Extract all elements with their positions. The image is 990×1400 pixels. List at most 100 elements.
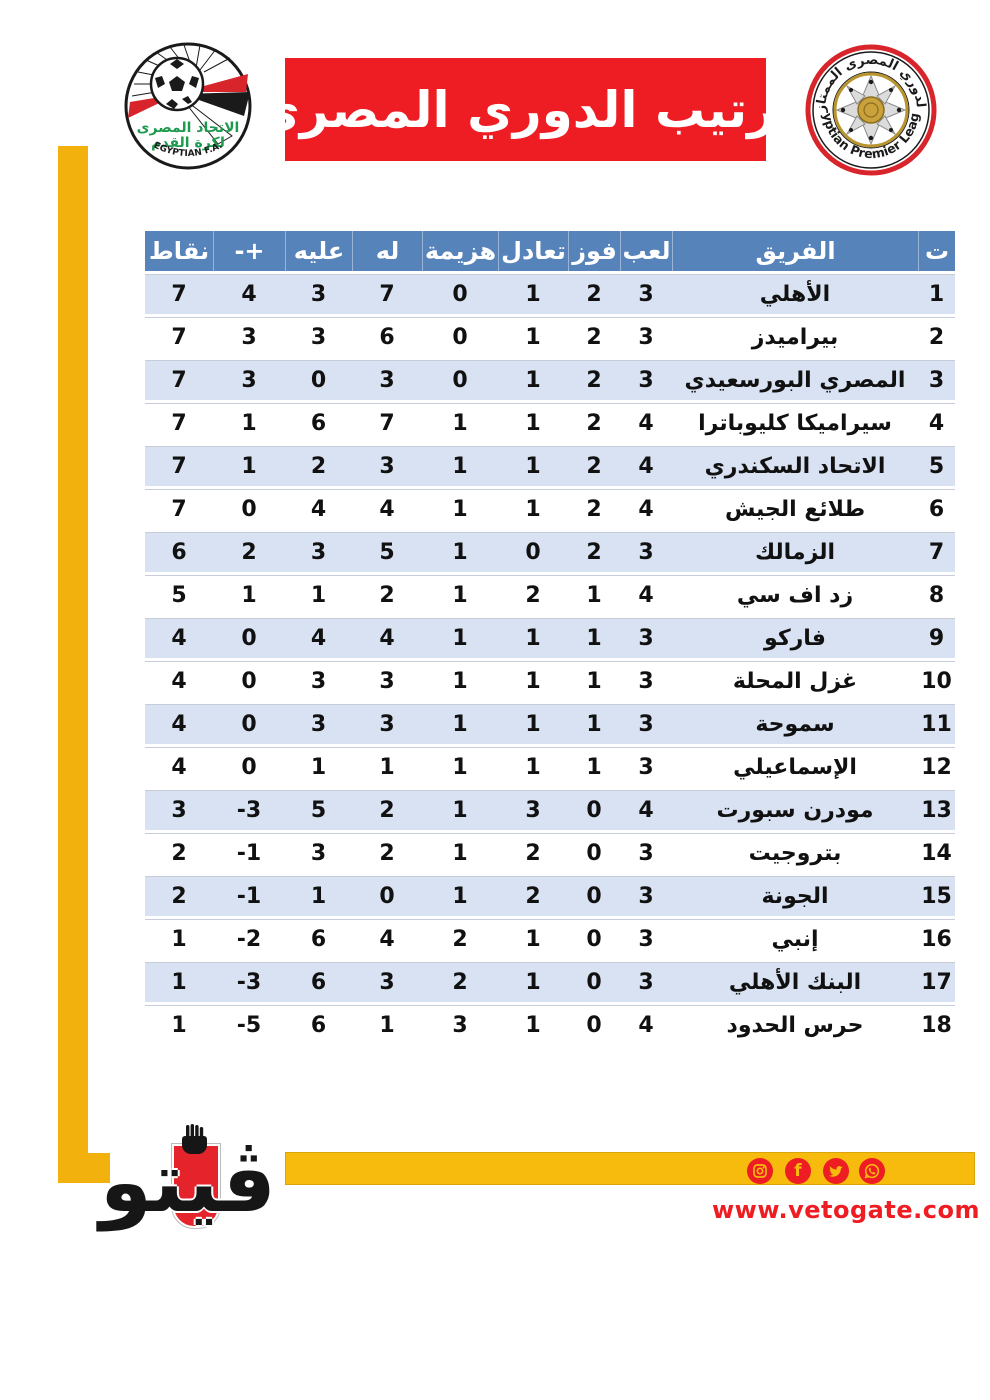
cell-points: 5 bbox=[145, 575, 213, 615]
whatsapp-icon[interactable] bbox=[859, 1158, 885, 1184]
table-row: 13 مودرن سبورت 4 0 3 1 2 5 -3 3 bbox=[145, 790, 955, 830]
cell-rank: 6 bbox=[918, 489, 955, 529]
twitter-icon[interactable] bbox=[823, 1158, 849, 1184]
website-link[interactable]: www.vetogate.com bbox=[712, 1196, 980, 1224]
table-row: 6 طلائع الجيش 4 2 1 1 4 4 0 7 bbox=[145, 489, 955, 529]
cell-lost: 1 bbox=[422, 618, 498, 658]
cell-rank: 7 bbox=[918, 532, 955, 572]
cell-lost: 2 bbox=[422, 919, 498, 959]
cell-draw: 1 bbox=[498, 747, 568, 787]
cell-goal-diff: 1 bbox=[213, 403, 285, 443]
cell-rank: 18 bbox=[918, 1005, 955, 1045]
cell-team: الجونة bbox=[672, 876, 918, 916]
cell-goals-against: 1 bbox=[285, 747, 352, 787]
cell-goals-against: 3 bbox=[285, 704, 352, 744]
cell-goal-diff: 1 bbox=[213, 575, 285, 615]
cell-goals-against: 2 bbox=[285, 446, 352, 486]
cell-played: 4 bbox=[620, 446, 672, 486]
cell-team: الزمالك bbox=[672, 532, 918, 572]
cell-played: 3 bbox=[620, 876, 672, 916]
cell-lost: 0 bbox=[422, 274, 498, 314]
cell-goals-against: 3 bbox=[285, 532, 352, 572]
cell-played: 3 bbox=[620, 317, 672, 357]
cell-goals-for: 2 bbox=[352, 790, 422, 830]
cell-points: 7 bbox=[145, 446, 213, 486]
cell-draw: 1 bbox=[498, 317, 568, 357]
col-team: الفريق bbox=[672, 231, 918, 271]
cell-goals-for: 3 bbox=[352, 446, 422, 486]
cell-played: 3 bbox=[620, 618, 672, 658]
cell-rank: 12 bbox=[918, 747, 955, 787]
cell-goals-against: 1 bbox=[285, 575, 352, 615]
cell-goal-diff: 0 bbox=[213, 661, 285, 701]
table-row: 4 سيراميكا كليوباترا 4 2 1 1 7 6 1 7 bbox=[145, 403, 955, 443]
cell-draw: 1 bbox=[498, 704, 568, 744]
col-points: نقاط bbox=[145, 231, 213, 271]
hand-icon bbox=[182, 1124, 207, 1154]
cell-played: 3 bbox=[620, 833, 672, 873]
col-draw: تعادل bbox=[498, 231, 568, 271]
table-header-row: ت الفريق لعب فوز تعادل هزيمة له عليه +- … bbox=[145, 231, 955, 271]
cell-goal-diff: -3 bbox=[213, 962, 285, 1002]
cell-points: 2 bbox=[145, 876, 213, 916]
cell-goals-for: 1 bbox=[352, 1005, 422, 1045]
cell-goals-for: 2 bbox=[352, 575, 422, 615]
cell-draw: 1 bbox=[498, 919, 568, 959]
cell-draw: 1 bbox=[498, 360, 568, 400]
cell-goals-against: 6 bbox=[285, 919, 352, 959]
cell-lost: 1 bbox=[422, 446, 498, 486]
col-goal-diff: +- bbox=[213, 231, 285, 271]
cell-goal-diff: -1 bbox=[213, 876, 285, 916]
cell-lost: 1 bbox=[422, 704, 498, 744]
table-row: 17 البنك الأهلي 3 0 1 2 3 6 -3 1 bbox=[145, 962, 955, 1002]
cell-draw: 1 bbox=[498, 661, 568, 701]
yellow-bar-foot bbox=[58, 1153, 110, 1183]
cell-goals-for: 3 bbox=[352, 962, 422, 1002]
cell-played: 4 bbox=[620, 790, 672, 830]
cell-goals-for: 4 bbox=[352, 618, 422, 658]
cell-draw: 1 bbox=[498, 403, 568, 443]
cell-rank: 11 bbox=[918, 704, 955, 744]
cell-goals-for: 0 bbox=[352, 876, 422, 916]
cell-team: فاركو bbox=[672, 618, 918, 658]
table-row: 3 المصري البورسعيدي 3 2 1 0 3 0 3 7 bbox=[145, 360, 955, 400]
cell-team: إنبي bbox=[672, 919, 918, 959]
cell-goals-against: 0 bbox=[285, 360, 352, 400]
cell-team: سيراميكا كليوباترا bbox=[672, 403, 918, 443]
cell-goal-diff: 0 bbox=[213, 747, 285, 787]
table-row: 9 فاركو 3 1 1 1 4 4 0 4 bbox=[145, 618, 955, 658]
cell-goals-for: 7 bbox=[352, 274, 422, 314]
cell-won: 0 bbox=[568, 790, 620, 830]
cell-goals-against: 1 bbox=[285, 876, 352, 916]
cell-goals-for: 1 bbox=[352, 747, 422, 787]
table-row: 1 الأهلي 3 2 1 0 7 3 4 7 bbox=[145, 274, 955, 314]
cell-lost: 1 bbox=[422, 790, 498, 830]
cell-rank: 4 bbox=[918, 403, 955, 443]
table-row: 5 الاتحاد السكندري 4 2 1 1 3 2 1 7 bbox=[145, 446, 955, 486]
cell-draw: 2 bbox=[498, 833, 568, 873]
cell-goals-for: 7 bbox=[352, 403, 422, 443]
cell-goals-for: 3 bbox=[352, 360, 422, 400]
cell-goal-diff: 3 bbox=[213, 317, 285, 357]
cell-team: بتروجيت bbox=[672, 833, 918, 873]
facebook-icon[interactable]: f bbox=[785, 1158, 811, 1184]
cell-points: 7 bbox=[145, 360, 213, 400]
cell-goal-diff: -3 bbox=[213, 790, 285, 830]
cell-played: 3 bbox=[620, 532, 672, 572]
cell-rank: 16 bbox=[918, 919, 955, 959]
cell-lost: 1 bbox=[422, 403, 498, 443]
cell-points: 7 bbox=[145, 274, 213, 314]
cell-team: طلائع الجيش bbox=[672, 489, 918, 529]
cell-team: زد اف سي bbox=[672, 575, 918, 615]
cell-points: 7 bbox=[145, 403, 213, 443]
cell-goals-against: 6 bbox=[285, 403, 352, 443]
instagram-icon[interactable] bbox=[747, 1158, 773, 1184]
cell-points: 7 bbox=[145, 317, 213, 357]
cell-won: 2 bbox=[568, 446, 620, 486]
cell-goal-diff: 0 bbox=[213, 704, 285, 744]
cell-draw: 1 bbox=[498, 489, 568, 529]
cell-points: 4 bbox=[145, 704, 213, 744]
cell-goal-diff: -5 bbox=[213, 1005, 285, 1045]
table-row: 12 الإسماعيلي 3 1 1 1 1 1 0 4 bbox=[145, 747, 955, 787]
